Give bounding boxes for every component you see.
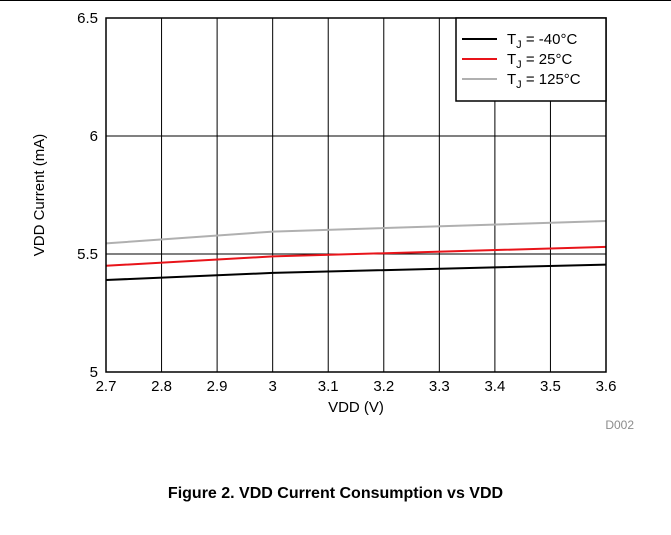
x-tick-label: 3.2 <box>373 378 394 395</box>
y-tick-labels: 5 5.5 6 6.5 <box>77 10 98 381</box>
x-tick-label: 3.3 <box>429 378 450 395</box>
x-tick-label: 2.8 <box>151 378 172 395</box>
series-line <box>105 245 607 267</box>
y-axis-label: VDD Current (mA) <box>31 134 48 257</box>
legend-label: TJ = -40°C <box>507 31 577 51</box>
legend: TJ = -40°CTJ = 25°CTJ = 125°C <box>455 17 607 102</box>
x-tick-label: 3.4 <box>484 378 505 395</box>
legend-label: TJ = 125°C <box>507 71 581 91</box>
x-tick-label: 3.6 <box>596 378 617 395</box>
y-tick-label: 6 <box>90 128 98 145</box>
x-axis-label: VDD (V) <box>328 399 384 416</box>
x-tick-label: 3 <box>268 378 276 395</box>
series-line <box>105 263 607 281</box>
y-tick-label: 5.5 <box>77 246 98 263</box>
x-tick-label: 2.9 <box>207 378 228 395</box>
y-tick-label: 6.5 <box>77 10 98 27</box>
figure-code: D002 <box>605 418 634 432</box>
series-line <box>105 220 607 245</box>
plot-frame <box>105 17 607 373</box>
y-tick-label: 5 <box>90 364 98 381</box>
series-lines <box>105 220 607 281</box>
x-tick-labels: 2.7 2.8 2.9 3 3.1 3.2 3.3 3.4 3.5 3.6 <box>96 378 617 395</box>
top-rule <box>0 0 671 1</box>
line-chart: 2.7 2.8 2.9 3 3.1 3.2 3.3 3.4 3.5 3.6 5 5.5 6 6.5 VD… <box>31 10 634 432</box>
x-tick-label: 2.7 <box>96 378 117 395</box>
x-tick-label: 3.5 <box>540 378 561 395</box>
x-tick-label: 3.1 <box>318 378 339 395</box>
legend-label: TJ = 25°C <box>507 51 572 71</box>
figure-caption: Figure 2. VDD Current Consumption vs VDD <box>167 485 504 502</box>
